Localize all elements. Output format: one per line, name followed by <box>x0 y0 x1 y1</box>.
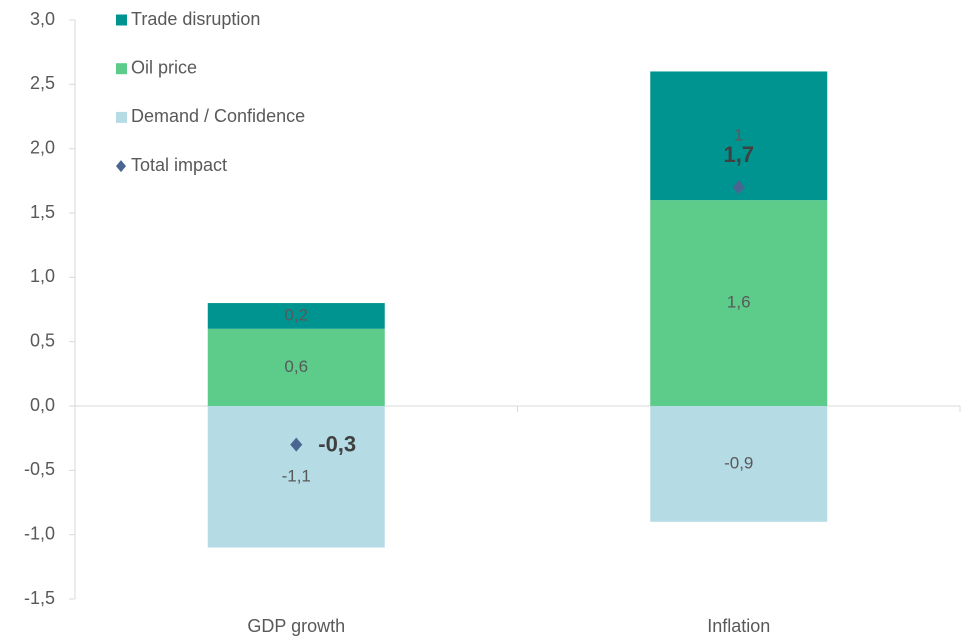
y-tick-label: -1,0 <box>24 523 55 543</box>
value-label: 0,2 <box>284 305 308 324</box>
legend-marker <box>116 160 126 173</box>
bar-segment <box>650 406 828 522</box>
y-tick-label: 2,5 <box>30 73 55 93</box>
y-tick-label: 0,5 <box>30 330 55 350</box>
x-tick-label: GDP growth <box>247 616 345 636</box>
marker <box>290 437 303 452</box>
y-tick-label: -0,5 <box>24 459 55 479</box>
value-label: -0,9 <box>724 453 753 472</box>
y-tick-label: -1,5 <box>24 588 55 608</box>
legend-swatch <box>116 14 127 26</box>
x-tick-label: Inflation <box>707 616 770 636</box>
total-label: 1,7 <box>723 142 754 167</box>
legend-label: Oil price <box>131 57 197 77</box>
y-tick-label: 0,0 <box>30 395 55 415</box>
legend-label: Total impact <box>131 155 227 175</box>
total-label: -0,3 <box>318 431 356 456</box>
value-label: 1 <box>734 125 743 144</box>
y-tick-label: 1,0 <box>30 266 55 286</box>
legend-swatch <box>116 111 127 123</box>
legend-label: Demand / Confidence <box>131 106 305 126</box>
y-tick-label: 3,0 <box>30 9 55 29</box>
y-tick-label: 1,5 <box>30 202 55 222</box>
y-tick-label: 2,0 <box>30 137 55 157</box>
legend-swatch <box>116 63 127 75</box>
marker <box>732 180 745 195</box>
bar-segment <box>207 406 385 548</box>
bar-segment <box>207 303 385 329</box>
bar-segment <box>207 328 385 406</box>
bar-segment <box>650 200 828 406</box>
bar-segment <box>650 71 828 201</box>
legend-label: Trade disruption <box>131 9 260 29</box>
value-label: 0,6 <box>284 357 308 376</box>
value-label: -1,1 <box>282 466 311 485</box>
value-label: 1,6 <box>727 293 751 312</box>
